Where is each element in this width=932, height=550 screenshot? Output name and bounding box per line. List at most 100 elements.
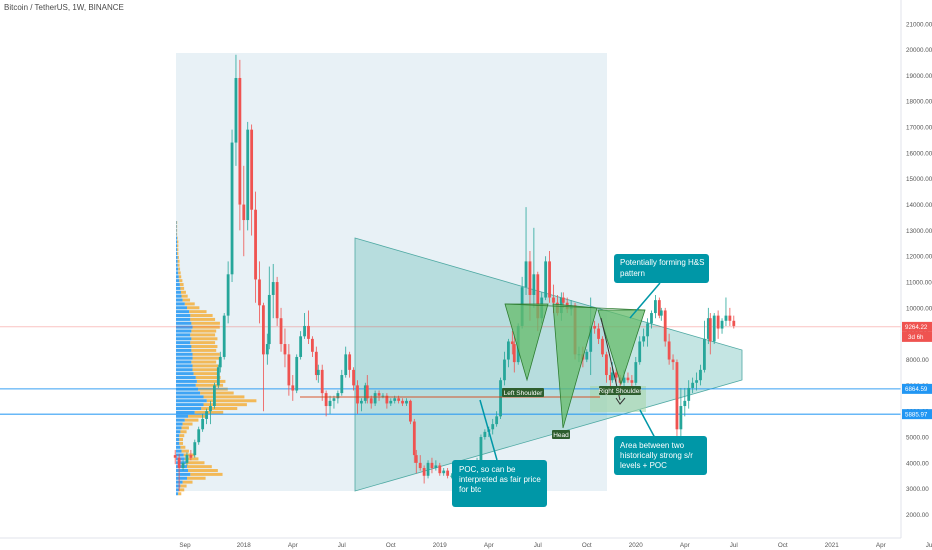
candle-body [262, 305, 265, 355]
candle-body [608, 375, 612, 381]
profile-bar-down [192, 368, 219, 372]
profile-bar-down [203, 403, 247, 407]
profile-bar-down [191, 321, 220, 325]
annotation-area[interactable]: Area between two historically strong s/r… [614, 436, 707, 475]
profile-bar-down [178, 267, 181, 271]
candle-body [663, 310, 667, 342]
callout-pointer-poc [479, 399, 498, 461]
candle-body [254, 209, 257, 280]
candle-body [271, 282, 275, 295]
price-tick-label: 19000.00 [906, 73, 932, 80]
profile-bar-down [177, 259, 180, 263]
candle-body [536, 274, 540, 319]
candle-body [426, 462, 430, 476]
candle-body [483, 431, 487, 438]
price-tick-label: 15000.00 [906, 176, 932, 183]
profile-bar-up [176, 403, 204, 407]
profile-bar-down [179, 279, 183, 283]
svg-text:for btc: for btc [459, 485, 481, 494]
profile-bar-up [176, 317, 191, 321]
profile-bar-down [181, 426, 189, 430]
profile-bar-up [176, 294, 182, 298]
annotation-poc[interactable]: POC, so can be interpreted as fair price… [452, 460, 547, 507]
callout-pointer-hs [629, 282, 661, 319]
candle-body [716, 315, 720, 329]
candle-body [732, 320, 736, 326]
candle-body [422, 468, 426, 476]
annotation-hs-pattern[interactable]: Potentially forming H&S pattern [614, 254, 709, 283]
candle-body [450, 475, 453, 477]
profile-bar-up [176, 476, 187, 480]
profile-bar-down [177, 240, 179, 244]
time-tick-label: Oct [386, 542, 396, 549]
price-badge [902, 409, 932, 420]
time-tick-label: 2021 [825, 542, 840, 549]
candle-body [189, 455, 193, 458]
price-badge-text: 9264.22 [905, 324, 928, 331]
profile-bar-down [184, 418, 199, 422]
time-tick-label: Apr [680, 542, 690, 549]
profile-bar-down [200, 391, 234, 395]
candle-body [446, 470, 450, 476]
profile-bar-down [180, 484, 187, 488]
candle-body [299, 336, 303, 357]
candle-body [708, 318, 712, 342]
profile-bar-down [192, 364, 219, 368]
profile-bar-down [187, 476, 206, 480]
time-tick-label: 2018 [237, 542, 252, 549]
profile-bar-up [176, 267, 179, 271]
candle-body [173, 455, 177, 458]
profile-bar-down [206, 399, 257, 403]
candle-body [279, 318, 283, 345]
price-axis[interactable]: 2000.003000.004000.005000.006000.007000.… [906, 21, 932, 519]
price-tick-label: 10000.00 [906, 305, 932, 312]
candle-body [185, 455, 189, 463]
candle-body [706, 318, 710, 339]
profile-bar-down [179, 438, 184, 442]
candle-body [385, 395, 389, 404]
candle-body [381, 395, 385, 397]
candle-body [646, 323, 649, 337]
head-shape [552, 303, 598, 429]
candle-body [601, 338, 604, 355]
candle-body [307, 325, 310, 339]
candle-body [552, 297, 555, 303]
candle-body [340, 375, 344, 394]
candle-body [524, 261, 528, 288]
profile-bar-down [177, 263, 180, 267]
time-axis[interactable]: Sep 2018 Apr Jul Oct 2019 Apr Jul Oct 2020 Apr Jul O… [179, 542, 932, 549]
candle-body [365, 385, 369, 399]
candle-body [495, 416, 499, 425]
profile-bar-up [176, 321, 192, 325]
candle-body [193, 442, 197, 456]
candle-body [218, 356, 222, 368]
profile-bar-down [195, 383, 224, 387]
profile-bar-up [176, 422, 183, 426]
svg-text:POC, so can be: POC, so can be [459, 465, 516, 474]
profile-bar-up [176, 492, 179, 496]
profile-bar-down [178, 492, 182, 496]
profile-bar-down [193, 372, 219, 376]
price-tick-label: 18000.00 [906, 99, 932, 106]
profile-bar-up [176, 395, 204, 399]
profile-bar-down [181, 449, 189, 453]
price-badge [902, 383, 932, 394]
countdown-badge [902, 331, 932, 342]
candle-body [369, 398, 373, 404]
right-shoulder-label: Right Shoulder [599, 386, 642, 395]
profile-bar-up [176, 290, 181, 294]
profile-bar-down [176, 228, 178, 232]
profile-bar-down [187, 465, 212, 469]
profile-bar-down [180, 445, 186, 449]
price-badge-text: 5885.97 [905, 411, 928, 418]
candle-body [314, 351, 318, 376]
profile-bar-down [189, 310, 207, 314]
candle-body [438, 465, 442, 474]
candle-body [401, 400, 404, 404]
profile-bar-up [176, 263, 178, 267]
candle-body [242, 204, 246, 221]
candle-body [258, 279, 261, 306]
price-tick-label: 8000.00 [906, 357, 929, 364]
profile-bar-down [188, 469, 218, 473]
